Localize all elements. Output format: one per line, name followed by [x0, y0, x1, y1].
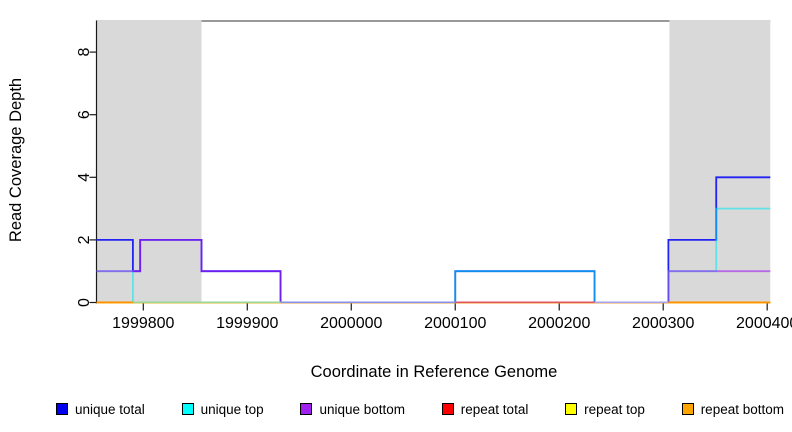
- x-tick-label-2000100: 2000100: [424, 315, 486, 332]
- legend-swatch-unique-total: [56, 403, 68, 415]
- legend-item-unique-top: unique top: [181, 401, 264, 417]
- chart-legend: unique total unique top unique bottom repea…: [56, 398, 784, 420]
- y-axis-title: Read Coverage Depth: [7, 78, 25, 242]
- repeat-region-shade-1: [669, 20, 771, 303]
- legend-swatch-repeat-top: [565, 403, 578, 415]
- legend-label: unique top: [200, 401, 264, 417]
- legend-item-unique-bottom: unique bottom: [300, 402, 405, 417]
- y-tick-label-2: 2: [76, 235, 93, 244]
- legend-item-unique-total: unique total: [56, 402, 145, 417]
- series-unique-bottom: [96, 239, 771, 304]
- x-tick-label-1999900: 1999900: [216, 315, 278, 332]
- x-tick-label-2000300: 2000300: [632, 315, 694, 332]
- legend-item-repeat-bottom: repeat bottom: [681, 401, 784, 417]
- x-tick-label-1999800: 1999800: [112, 315, 174, 332]
- x-axis-title: Coordinate in Reference Genome: [311, 363, 558, 381]
- x-tick-label-2000200: 2000200: [528, 315, 590, 332]
- repeat-region-shade-0: [96, 20, 202, 303]
- legend-label: unique total: [75, 401, 145, 417]
- legend-label: repeat top: [584, 401, 645, 417]
- legend-label: unique bottom: [319, 401, 405, 417]
- legend-label: repeat bottom: [700, 401, 784, 417]
- legend-label: repeat total: [460, 401, 529, 417]
- legend-swatch-unique-top: [181, 403, 194, 415]
- legend-item-repeat-top: repeat top: [565, 402, 645, 417]
- y-tick-label-4: 4: [76, 173, 93, 182]
- x-tick-label-2000400: 2000400: [736, 315, 792, 332]
- x-tick-label-2000000: 2000000: [320, 315, 382, 332]
- y-tick-label-6: 6: [76, 110, 93, 119]
- legend-swatch-repeat-total: [441, 403, 454, 415]
- plot-layers: 0 2 4 6 8 1999800 1999900 2000000 2000100 2000200…: [76, 20, 792, 332]
- legend-swatch-unique-bottom: [300, 403, 313, 415]
- y-tick-label-0: 0: [76, 298, 93, 307]
- y-tick-label-8: 8: [76, 48, 93, 57]
- series-unique-top: [96, 207, 771, 304]
- legend-item-repeat-total: repeat total: [441, 401, 529, 417]
- legend-swatch-repeat-bottom: [681, 403, 694, 415]
